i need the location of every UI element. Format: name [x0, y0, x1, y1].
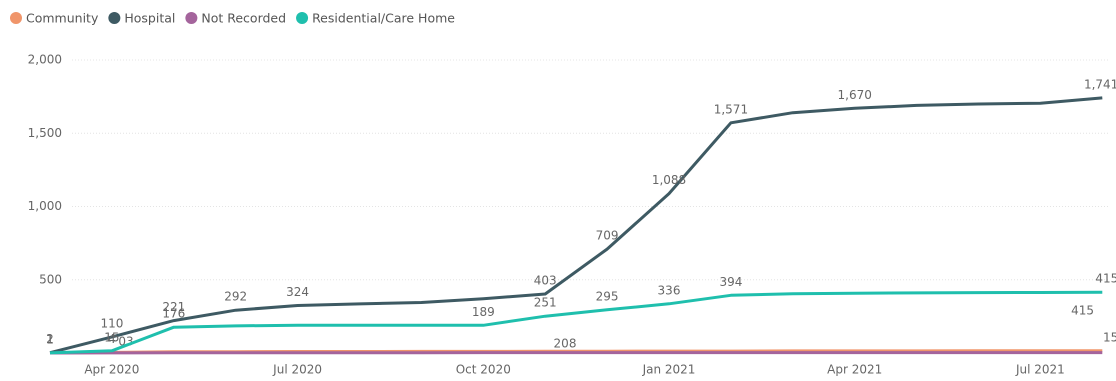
- annotation: 415: [1071, 304, 1094, 318]
- data-label: 1,571: [714, 102, 748, 116]
- data-label: 110: [100, 316, 123, 330]
- legend-marker: [185, 12, 197, 24]
- legend-label: Hospital: [124, 11, 175, 26]
- x-tick-label: Jul 2020: [272, 363, 322, 377]
- data-label: 251: [534, 296, 557, 310]
- x-tick-label: Apr 2021: [827, 363, 882, 377]
- data-label: 295: [596, 289, 619, 303]
- y-tick-label: 1,500: [28, 126, 62, 140]
- legend-marker: [296, 12, 308, 24]
- y-tick-label: 1,000: [28, 199, 62, 213]
- data-label: 176: [162, 307, 185, 321]
- legend: Community Hospital Not Recorded Residential…: [10, 11, 455, 26]
- x-tick-label: Jan 2021: [642, 363, 696, 377]
- annotation: 208: [554, 337, 577, 351]
- data-label: 336: [658, 283, 681, 297]
- legend-label: Residential/Care Home: [312, 11, 455, 26]
- y-tick-label: 2,000: [28, 53, 62, 67]
- data-label: 415: [1095, 272, 1116, 286]
- data-label: 292: [224, 290, 247, 304]
- data-label: 15: [1103, 330, 1116, 344]
- data-label: 403: [534, 273, 557, 287]
- legend-marker: [108, 12, 120, 24]
- data-label: 1,741: [1084, 77, 1116, 91]
- y-tick-label: 500: [39, 272, 62, 286]
- legend-marker: [10, 12, 22, 24]
- data-label: 189: [472, 305, 495, 319]
- data-label: 324: [286, 285, 309, 299]
- data-label: 1: [46, 332, 54, 346]
- legend-label: Not Recorded: [201, 11, 286, 26]
- x-tick-label: Oct 2020: [456, 363, 511, 377]
- legend-label: Community: [26, 11, 99, 26]
- data-label: 15: [104, 330, 119, 344]
- x-tick-label: Apr 2020: [84, 363, 139, 377]
- data-label: 394: [719, 275, 742, 289]
- data-label: 1,088: [652, 173, 686, 187]
- data-label: 709: [596, 229, 619, 243]
- x-tick-label: Jul 2021: [1015, 363, 1065, 377]
- data-label: 1,670: [838, 88, 872, 102]
